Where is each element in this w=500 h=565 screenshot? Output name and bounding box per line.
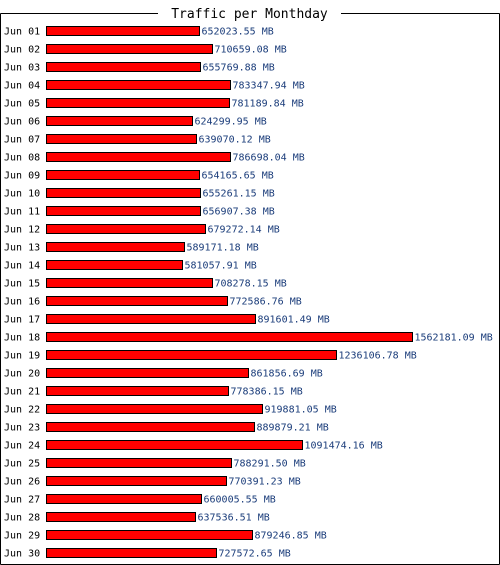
value-label: 919881.05 MB <box>265 405 337 416</box>
traffic-bar <box>46 170 200 180</box>
traffic-bar <box>46 530 253 540</box>
day-label: Jun 24 <box>4 441 40 452</box>
traffic-bar <box>46 260 183 270</box>
day-label: Jun 25 <box>4 459 40 470</box>
day-label: Jun 05 <box>4 99 40 110</box>
day-label: Jun 03 <box>4 63 40 74</box>
value-label: 727572.65 MB <box>219 549 291 560</box>
day-label: Jun 28 <box>4 513 40 524</box>
traffic-bar <box>46 548 217 558</box>
traffic-bar <box>46 134 197 144</box>
traffic-bar <box>46 512 196 522</box>
value-label: 778386.15 MB <box>231 387 303 398</box>
day-label: Jun 02 <box>4 45 40 56</box>
value-label: 655769.88 MB <box>203 63 275 74</box>
chart-title: Traffic per Monthday <box>171 7 328 22</box>
day-label: Jun 26 <box>4 477 40 488</box>
value-label: 879246.85 MB <box>255 531 327 542</box>
value-label: 710659.08 MB <box>215 45 287 56</box>
day-label: Jun 19 <box>4 351 40 362</box>
value-label: 1562181.09 MB <box>415 333 493 344</box>
day-label: Jun 10 <box>4 189 40 200</box>
value-label: 589171.18 MB <box>187 243 259 254</box>
traffic-bar <box>46 476 227 486</box>
value-label: 786698.04 MB <box>233 153 305 164</box>
day-label: Jun 09 <box>4 171 40 182</box>
value-label: 655261.15 MB <box>203 189 275 200</box>
value-label: 639070.12 MB <box>199 135 271 146</box>
traffic-bar <box>46 350 337 360</box>
day-label: Jun 07 <box>4 135 40 146</box>
traffic-bar <box>46 440 303 450</box>
value-label: 781189.84 MB <box>232 99 304 110</box>
traffic-bar <box>46 422 255 432</box>
day-label: Jun 12 <box>4 225 40 236</box>
traffic-bar <box>46 44 213 54</box>
value-label: 1236106.78 MB <box>339 351 417 362</box>
value-label: 637536.51 MB <box>198 513 270 524</box>
traffic-bar <box>46 224 206 234</box>
traffic-bar <box>46 494 202 504</box>
day-label: Jun 21 <box>4 387 40 398</box>
traffic-bar <box>46 26 200 36</box>
traffic-bar <box>46 188 201 198</box>
traffic-bar <box>46 116 193 126</box>
day-label: Jun 17 <box>4 315 40 326</box>
day-label: Jun 29 <box>4 531 40 542</box>
day-label: Jun 15 <box>4 279 40 290</box>
value-label: 660005.55 MB <box>204 495 276 506</box>
traffic-bar <box>46 242 185 252</box>
value-label: 679272.14 MB <box>208 225 280 236</box>
day-label: Jun 23 <box>4 423 40 434</box>
traffic-bar <box>46 404 263 414</box>
day-label: Jun 16 <box>4 297 40 308</box>
day-label: Jun 08 <box>4 153 40 164</box>
traffic-bar <box>46 278 213 288</box>
traffic-bar <box>46 206 201 216</box>
value-label: 770391.23 MB <box>229 477 301 488</box>
day-label: Jun 30 <box>4 549 40 560</box>
day-label: Jun 06 <box>4 117 40 128</box>
traffic-bar <box>46 386 229 396</box>
day-label: Jun 01 <box>4 27 40 38</box>
traffic-bar <box>46 98 230 108</box>
day-label: Jun 14 <box>4 261 40 272</box>
traffic-bar <box>46 332 413 342</box>
day-label: Jun 27 <box>4 495 40 506</box>
traffic-bar <box>46 458 232 468</box>
value-label: 624299.95 MB <box>195 117 267 128</box>
value-label: 656907.38 MB <box>203 207 275 218</box>
day-label: Jun 18 <box>4 333 40 344</box>
value-label: 783347.94 MB <box>233 81 305 92</box>
value-label: 652023.55 MB <box>202 27 274 38</box>
value-label: 889879.21 MB <box>257 423 329 434</box>
day-label: Jun 20 <box>4 369 40 380</box>
traffic-bar <box>46 296 228 306</box>
value-label: 891601.49 MB <box>258 315 330 326</box>
value-label: 788291.50 MB <box>234 459 306 470</box>
value-label: 772586.76 MB <box>230 297 302 308</box>
traffic-bar <box>46 152 231 162</box>
day-label: Jun 22 <box>4 405 40 416</box>
value-label: 1091474.16 MB <box>305 441 383 452</box>
value-label: 861856.69 MB <box>251 369 323 380</box>
value-label: 708278.15 MB <box>215 279 287 290</box>
traffic-bar <box>46 368 249 378</box>
chart-rows: Jun 01 652023.55 MB Jun 02 710659.08 MB Jun … <box>4 26 493 560</box>
traffic-bar <box>46 80 231 90</box>
traffic-bar <box>46 314 256 324</box>
value-label: 654165.65 MB <box>202 171 274 182</box>
day-label: Jun 13 <box>4 243 40 254</box>
value-label: 581057.91 MB <box>185 261 257 272</box>
day-label: Jun 04 <box>4 81 40 92</box>
day-label: Jun 11 <box>4 207 40 218</box>
traffic-bar <box>46 62 201 72</box>
